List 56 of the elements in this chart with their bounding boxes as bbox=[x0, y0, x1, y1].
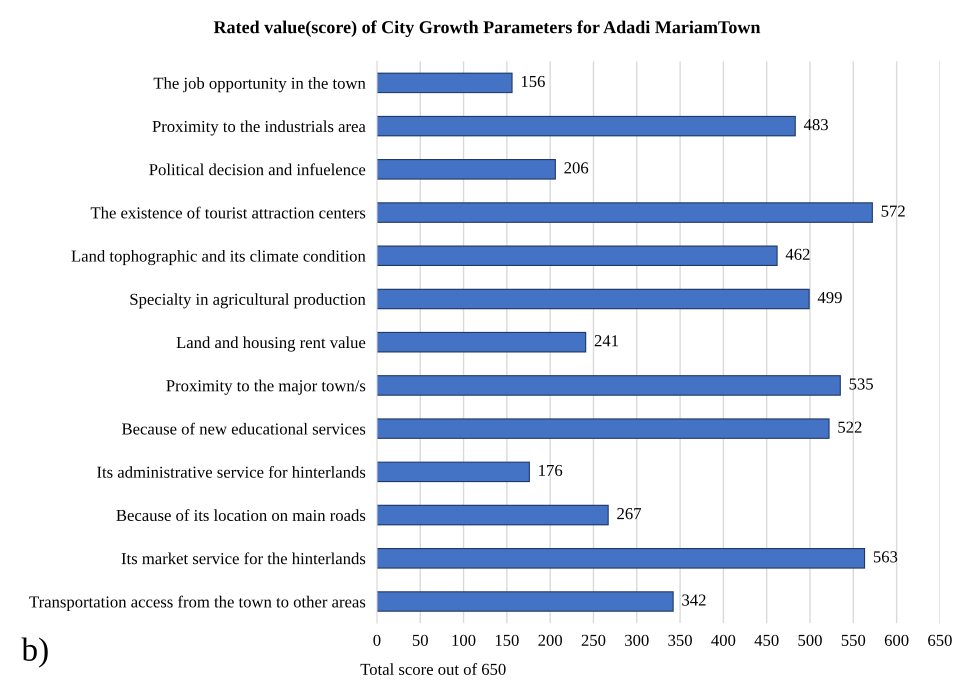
data-label: 572 bbox=[882, 206, 905, 217]
bar bbox=[376, 462, 530, 482]
y-tick-label: Land tophographic and its climate condition bbox=[71, 250, 366, 266]
x-tick-label: 500 bbox=[798, 634, 822, 646]
y-tick-label: Because of its location on main roads bbox=[116, 509, 366, 522]
bar bbox=[376, 375, 841, 396]
x-tick-label: 300 bbox=[625, 634, 649, 646]
bar bbox=[376, 548, 866, 569]
y-tick-label: Political decision and infuelence bbox=[149, 163, 366, 176]
data-label: 535 bbox=[850, 378, 873, 390]
data-label: 522 bbox=[838, 422, 862, 433]
y-tick-label: Proximity to the industrials area bbox=[152, 120, 366, 136]
bar bbox=[376, 245, 778, 266]
y-tick-label: Proximity to the major town/s bbox=[166, 380, 366, 395]
x-tick-label: 550 bbox=[842, 634, 866, 646]
x-tick-label: 250 bbox=[582, 634, 606, 646]
y-tick-label: The existence of tourist attraction centers bbox=[90, 206, 366, 218]
bar bbox=[376, 418, 830, 439]
x-tick-label: 450 bbox=[754, 634, 779, 646]
y-tick-label: Its administrative service for hinterlands bbox=[97, 466, 366, 478]
bar bbox=[376, 116, 796, 136]
x-tick-label: 50 bbox=[412, 634, 428, 646]
data-label: 462 bbox=[786, 248, 810, 260]
x-tick-label: 350 bbox=[668, 634, 692, 646]
bar bbox=[376, 591, 674, 612]
bar bbox=[376, 332, 586, 352]
data-label: 483 bbox=[804, 119, 828, 130]
chart-title: Rated value(score) of City Growth Parameters for Adadi MariamTown bbox=[214, 20, 760, 38]
data-label: 563 bbox=[874, 551, 898, 562]
x-tick-label: 650 bbox=[928, 634, 952, 646]
y-tick-label: Land and housing rent value bbox=[176, 336, 366, 352]
bar bbox=[376, 504, 609, 526]
bar bbox=[376, 72, 513, 94]
x-axis-title: Total score out of 650 bbox=[360, 663, 506, 675]
x-tick-label: 600 bbox=[884, 634, 908, 646]
text: b) bbox=[21, 637, 48, 668]
y-tick-label: The job opportunity in the town bbox=[154, 77, 366, 92]
bar bbox=[376, 202, 873, 223]
data-label: 156 bbox=[522, 76, 545, 88]
y-tick-label: Its market service for the hinterlands bbox=[122, 552, 366, 564]
x-tick-label: 100 bbox=[452, 634, 476, 646]
x-tick-label: 150 bbox=[496, 634, 519, 646]
y-tick-label: Because of new educational services bbox=[122, 422, 366, 435]
data-label: 176 bbox=[539, 464, 562, 476]
data-label: 206 bbox=[564, 162, 588, 174]
x-tick-label: 200 bbox=[538, 634, 562, 646]
x-tick-label: 400 bbox=[711, 634, 736, 646]
bar bbox=[376, 288, 810, 310]
data-label: 499 bbox=[818, 292, 842, 304]
bar bbox=[376, 159, 556, 180]
y-tick-label: Specialty in agricultural production bbox=[130, 293, 366, 308]
data-label: 267 bbox=[617, 508, 642, 520]
x-tick-label: 0 bbox=[373, 634, 380, 646]
data-label: 342 bbox=[682, 594, 706, 606]
y-tick-label: Transportation access from the town to other areas bbox=[29, 596, 366, 611]
data-label: 241 bbox=[594, 335, 618, 346]
